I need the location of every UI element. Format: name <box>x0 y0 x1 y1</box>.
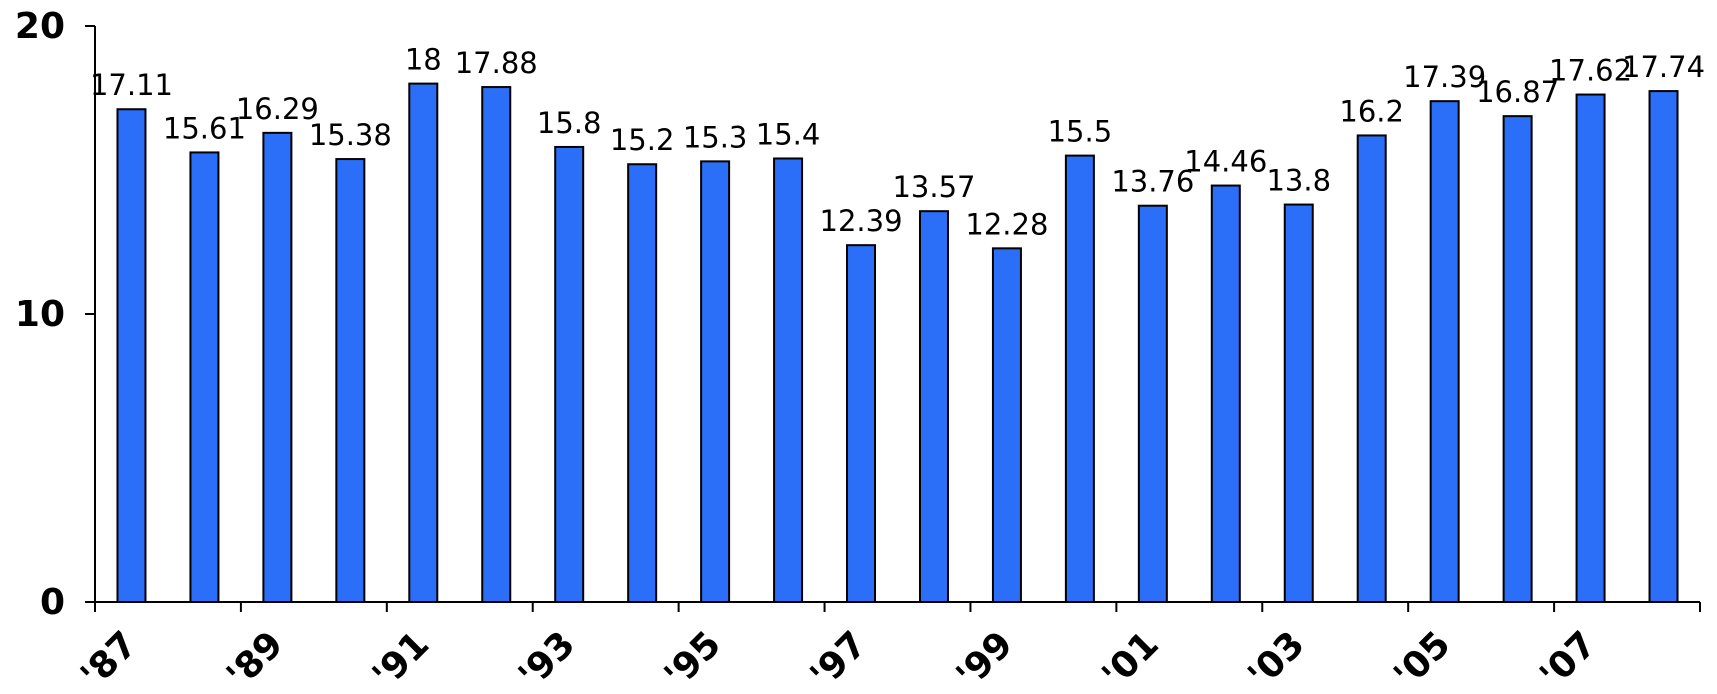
bar-14 <box>1137 204 1168 603</box>
bars-group <box>116 82 1679 604</box>
x-tick-label-0: '87 <box>73 624 145 694</box>
data-label-5: 17.88 <box>455 46 538 80</box>
bar-7 <box>627 163 658 604</box>
data-label-0: 17.11 <box>90 68 173 102</box>
bar-10 <box>846 244 877 603</box>
data-label-1: 15.61 <box>163 111 246 145</box>
x-ticks-group: '87 '89 '91 '93 '95 '97 '99 '01 '03 '05 '07 <box>73 602 1701 694</box>
bar-15 <box>1210 184 1241 603</box>
bar-4 <box>408 82 439 604</box>
x-tick-label-9: '05 <box>1386 624 1458 694</box>
data-label-17: 16.2 <box>1339 94 1404 128</box>
data-label-9: 15.4 <box>756 117 821 151</box>
data-label-10: 12.39 <box>820 204 903 238</box>
bar-5 <box>481 86 512 603</box>
bar-8 <box>700 160 731 604</box>
x-tick-label-4: '95 <box>657 624 729 694</box>
data-label-12: 12.28 <box>965 207 1048 241</box>
bar-20 <box>1575 93 1606 603</box>
x-tick-label-6: '99 <box>949 624 1021 694</box>
data-label-3: 15.38 <box>309 118 392 152</box>
bar-0 <box>116 108 147 604</box>
x-tick-label-2: '91 <box>365 624 437 694</box>
bar-6 <box>554 145 585 604</box>
data-label-6: 15.8 <box>537 106 602 140</box>
bar-16 <box>1283 203 1314 603</box>
bar-13 <box>1064 154 1095 603</box>
data-label-20: 17.62 <box>1549 54 1632 88</box>
data-label-11: 13.57 <box>892 170 975 204</box>
bar-17 <box>1356 134 1387 603</box>
x-tick-label-10: '07 <box>1532 624 1604 694</box>
x-tick-label-7: '01 <box>1095 624 1167 694</box>
bar-9 <box>773 157 804 603</box>
bar-18 <box>1429 100 1460 603</box>
data-label-21: 17.74 <box>1622 50 1705 84</box>
bar-1 <box>189 151 220 603</box>
x-tick-label-8: '03 <box>1241 624 1313 694</box>
x-tick-label-5: '97 <box>803 624 875 694</box>
data-label-13: 15.5 <box>1048 115 1113 149</box>
data-label-18: 17.39 <box>1403 60 1486 94</box>
data-label-14: 13.76 <box>1111 165 1194 199</box>
bar-11 <box>918 210 949 604</box>
y-tick-label-2: 20 <box>15 6 65 47</box>
data-label-8: 15.3 <box>683 120 748 154</box>
bar-12 <box>991 247 1022 603</box>
x-tick-label-3: '93 <box>511 624 583 694</box>
data-label-4: 18 <box>405 43 442 77</box>
bar-19 <box>1502 115 1533 603</box>
bar-3 <box>335 158 366 603</box>
data-label-15: 14.46 <box>1184 145 1267 179</box>
bar-21 <box>1648 90 1679 603</box>
y-tick-label-1: 10 <box>15 294 65 335</box>
data-label-2: 16.29 <box>236 92 319 126</box>
y-ticks-group: 0 10 20 <box>15 6 95 623</box>
x-tick-label-1: '89 <box>219 624 291 694</box>
data-label-7: 15.2 <box>610 123 675 157</box>
y-tick-label-0: 0 <box>40 582 65 623</box>
bar-2 <box>262 131 293 604</box>
data-label-19: 16.87 <box>1476 75 1559 109</box>
data-label-16: 13.8 <box>1266 164 1331 198</box>
